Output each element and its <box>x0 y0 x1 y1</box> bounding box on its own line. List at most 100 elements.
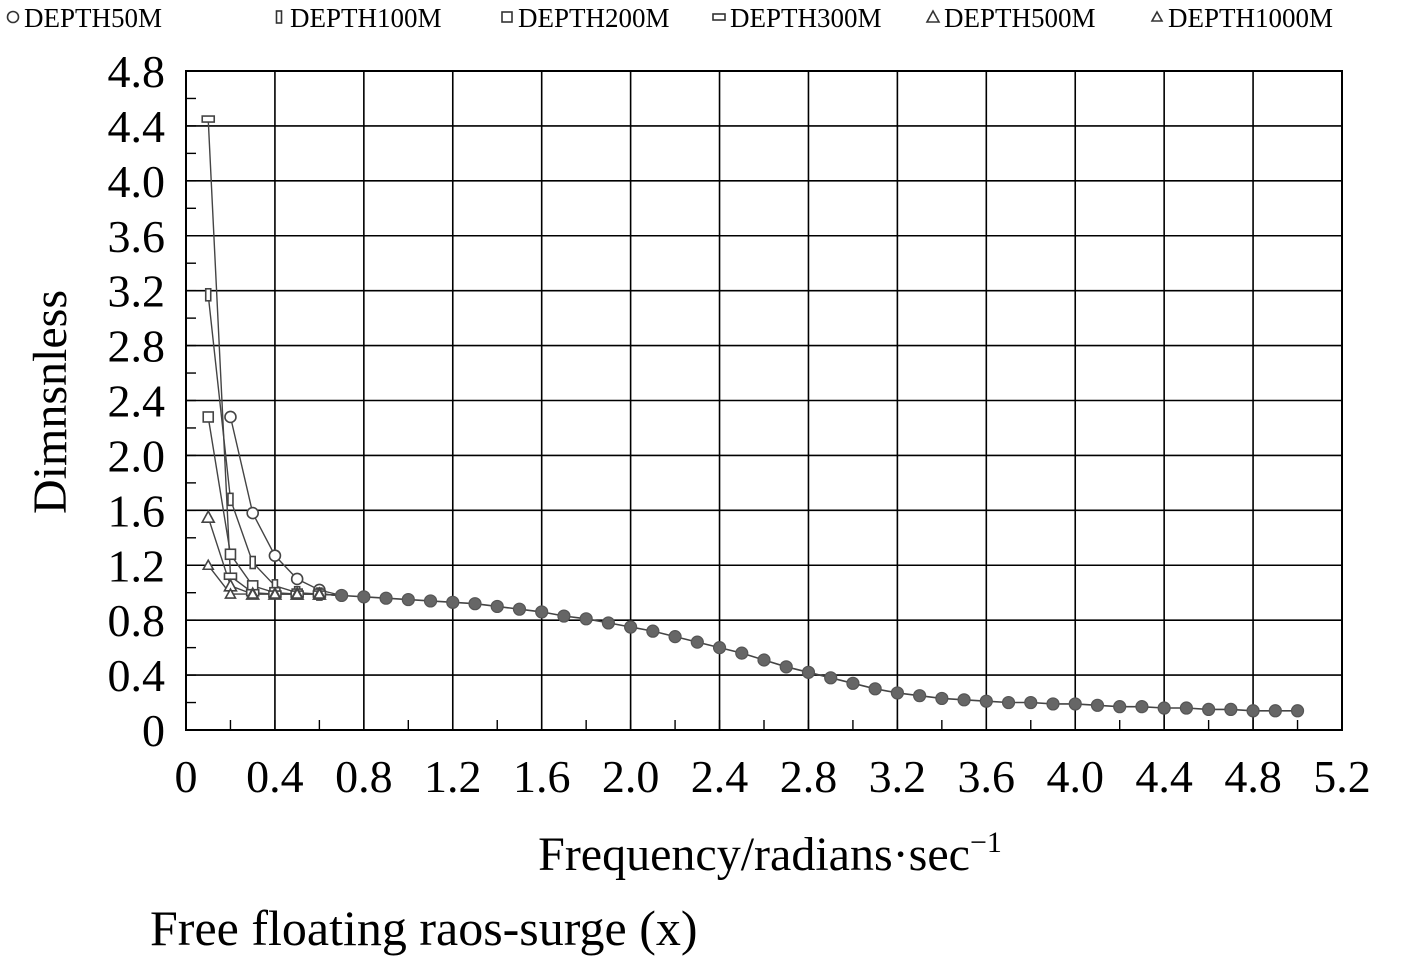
y-tick-label: 0 <box>142 705 165 756</box>
marker-shared-tail <box>1290 704 1305 718</box>
marker-shared-tail <box>779 660 793 674</box>
marker-shared-tail <box>1135 700 1149 714</box>
x-tick-label: 2.4 <box>691 751 749 802</box>
y-tick-labels: 00.40.81.21.62.02.42.83.23.64.04.44.8 <box>108 46 166 756</box>
marker-shared-tail <box>1113 700 1127 714</box>
x-tick-label: 5.2 <box>1313 751 1371 802</box>
marker-shared-tail <box>935 691 949 706</box>
legend-label-depth100m: DEPTH100M <box>290 3 442 33</box>
marker-shared-tail <box>801 665 816 679</box>
y-tick-label: 2.0 <box>108 430 166 481</box>
marker-shared-tail <box>1246 704 1260 718</box>
marker-shared-tail <box>535 605 549 619</box>
marker-shared-tail <box>1046 697 1060 711</box>
y-tick-label: 4.8 <box>108 46 166 97</box>
series-line-shared-tail <box>341 594 1298 712</box>
marker-shared-tail <box>468 597 482 611</box>
marker-depth200m <box>224 548 237 561</box>
marker-shared-tail <box>735 646 749 660</box>
marker-shared-tail <box>957 693 971 707</box>
x-tick-label: 0.4 <box>246 751 304 802</box>
y-tick-label: 3.2 <box>108 266 166 317</box>
x-tick-labels: 0 0.4 0.8 1.2 1.6 2.0 2.4 2.8 3.2 3.6 4.0 4.4 4.8 5.2 <box>175 751 1371 802</box>
marker-shared-tail <box>1179 701 1193 715</box>
series-line-depth50m <box>229 416 342 597</box>
legend: DEPTH50M DEPTH100M DEPTH200M DEPTH300M DEPTH… <box>6 3 1333 33</box>
marker-shared-tail <box>423 594 438 608</box>
marker-shared-tail <box>557 609 571 623</box>
marker-shared-tail <box>824 671 838 685</box>
marker-shared-tail <box>379 591 393 605</box>
y-tick-label: 4.0 <box>108 156 166 207</box>
y-tick-label: 0.8 <box>108 595 166 646</box>
x-tick-label: 0 <box>175 751 198 802</box>
marker-shared-tail <box>913 689 927 703</box>
marker-depth1000m <box>313 587 326 599</box>
marker-shared-tail <box>490 599 504 614</box>
marker-shared-tail <box>1090 698 1105 712</box>
marker-shared-tail <box>357 590 371 604</box>
figure-caption: Free floating raos-surge (x) <box>150 900 698 956</box>
marker-depth100m <box>249 555 256 570</box>
marker-shared-tail <box>1024 695 1038 710</box>
marker-shared-tail <box>757 653 771 667</box>
marker-depth500m <box>200 509 216 523</box>
plot-frame <box>185 70 1343 731</box>
marker-shared-tail <box>601 616 615 630</box>
marker-depth50m <box>290 572 304 586</box>
y-tick-label: 0.4 <box>108 650 166 701</box>
marker-shared-tail <box>1224 702 1238 717</box>
x-tick-label: 1.6 <box>513 751 571 802</box>
legend-label-depth200m: DEPTH200M <box>518 3 670 33</box>
series-lines <box>207 119 1298 712</box>
legend-marker-depth300m <box>712 13 726 21</box>
marker-shared-tail <box>646 624 660 638</box>
marker-shared-tail <box>624 620 638 634</box>
x-axis-label-superscript: −1 <box>970 826 1002 859</box>
legend-label-depth50m: DEPTH50M <box>24 3 162 33</box>
marker-shared-tail <box>846 676 860 690</box>
marker-shared-tail <box>890 686 904 700</box>
marker-shared-tail <box>1268 704 1282 718</box>
marker-depth1000m <box>290 587 304 599</box>
marker-depth100m <box>204 287 212 302</box>
y-tick-label: 2.8 <box>108 321 166 372</box>
y-tick-label: 2.4 <box>108 376 166 427</box>
y-axis-label: Dimnsnless <box>24 290 77 514</box>
marker-shared-tail <box>335 588 349 603</box>
x-tick-label: 2.8 <box>780 751 838 802</box>
marker-shared-tail <box>446 595 460 609</box>
legend-marker-depth100m <box>275 10 283 24</box>
marker-shared-tail <box>712 641 727 655</box>
x-tick-label: 3.6 <box>958 751 1016 802</box>
marker-shared-tail <box>668 630 682 644</box>
marker-shared-tail <box>1068 697 1082 711</box>
marker-depth1000m <box>246 587 260 599</box>
x-tick-label: 4.0 <box>1046 751 1104 802</box>
x-tick-label: 1.2 <box>424 751 482 802</box>
series-markers <box>200 115 1305 718</box>
marker-depth200m <box>202 411 215 423</box>
marker-shared-tail <box>512 602 527 616</box>
marker-shared-tail <box>401 592 415 607</box>
x-axis-title: Frequency/radians·sec−1 <box>538 826 1002 881</box>
marker-depth1000m <box>268 587 282 599</box>
legend-marker-depth1000m <box>1150 10 1164 22</box>
marker-shared-tail <box>690 635 704 649</box>
y-tick-label: 3.6 <box>108 211 166 262</box>
legend-label-depth300m: DEPTH300M <box>730 3 882 33</box>
marker-shared-tail <box>1001 695 1016 710</box>
legend-label-depth1000m: DEPTH1000M <box>1168 3 1333 33</box>
marker-shared-tail <box>1157 701 1171 715</box>
x-tick-label: 0.8 <box>335 751 393 802</box>
marker-depth1000m <box>201 558 215 571</box>
marker-depth50m <box>224 410 237 424</box>
marker-shared-tail <box>1202 702 1216 717</box>
marker-depth50m <box>268 549 282 562</box>
grid <box>185 70 1343 731</box>
legend-marker-depth200m <box>501 11 513 23</box>
marker-shared-tail <box>868 682 882 696</box>
legend-label-depth500m: DEPTH500M <box>944 3 1096 33</box>
marker-depth50m <box>246 506 259 520</box>
